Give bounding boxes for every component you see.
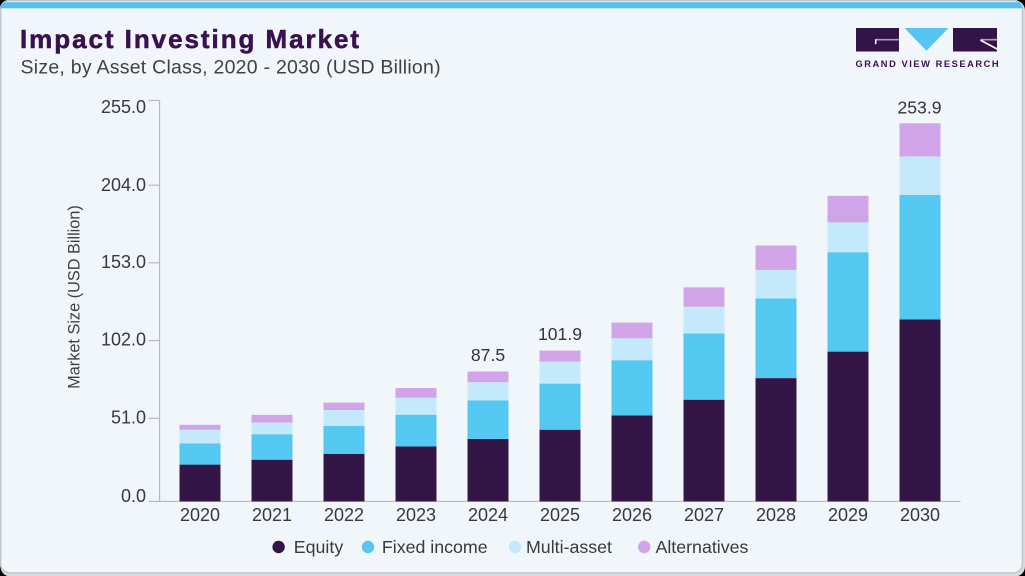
svg-text:204.0: 204.0 bbox=[101, 175, 146, 195]
svg-text:2023: 2023 bbox=[396, 505, 436, 525]
svg-text:153.0: 153.0 bbox=[101, 252, 146, 272]
svg-text:Size, by Asset Class, 2020 - 2: Size, by Asset Class, 2020 - 2030 (USD B… bbox=[21, 57, 441, 79]
svg-text:2030: 2030 bbox=[900, 505, 940, 525]
svg-text:2021: 2021 bbox=[252, 505, 292, 525]
svg-text:2027: 2027 bbox=[684, 505, 724, 525]
svg-text:2025: 2025 bbox=[540, 505, 580, 525]
svg-text:Impact Investing Market: Impact Investing Market bbox=[20, 24, 361, 54]
svg-text:Multi-asset: Multi-asset bbox=[526, 537, 612, 557]
svg-text:Equity: Equity bbox=[294, 537, 344, 557]
svg-text:Alternatives: Alternatives bbox=[656, 537, 749, 557]
svg-text:51.0: 51.0 bbox=[111, 408, 146, 428]
svg-text:2028: 2028 bbox=[756, 505, 796, 525]
svg-text:GRAND VIEW RESEARCH: GRAND VIEW RESEARCH bbox=[856, 59, 1001, 69]
svg-text:255.0: 255.0 bbox=[101, 97, 146, 117]
svg-text:0.0: 0.0 bbox=[121, 486, 146, 506]
svg-text:87.5: 87.5 bbox=[471, 345, 505, 365]
svg-text:101.9: 101.9 bbox=[538, 324, 582, 344]
svg-text:Fixed income: Fixed income bbox=[382, 537, 488, 557]
svg-text:2022: 2022 bbox=[324, 505, 364, 525]
svg-text:2026: 2026 bbox=[612, 505, 652, 525]
svg-text:253.9: 253.9 bbox=[897, 97, 941, 117]
svg-text:2029: 2029 bbox=[828, 505, 868, 525]
svg-text:Market Size (USD Billion): Market Size (USD Billion) bbox=[66, 205, 84, 389]
svg-text:2020: 2020 bbox=[180, 505, 220, 525]
svg-text:102.0: 102.0 bbox=[101, 330, 146, 350]
svg-text:2024: 2024 bbox=[468, 505, 508, 525]
